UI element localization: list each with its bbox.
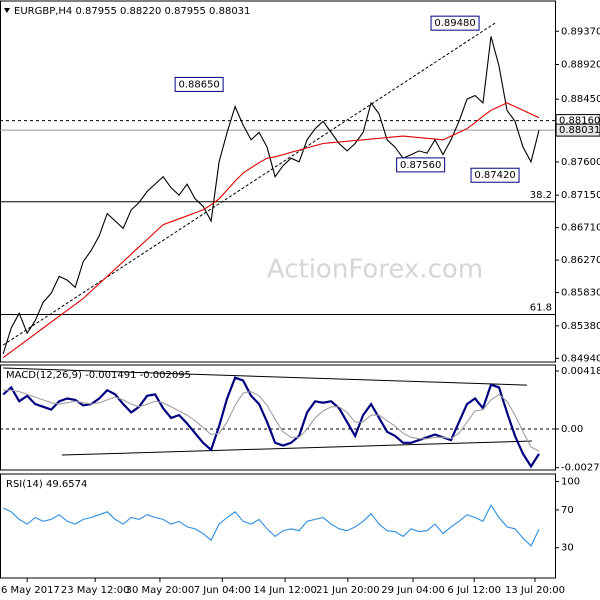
series-line [2, 504, 540, 547]
series-line [2, 376, 540, 469]
panel-title: EURGBP,H4 0.87955 0.88220 0.87955 0.8803… [14, 6, 250, 17]
x-tick-label: 16 May 2017 [0, 585, 60, 596]
series-line [3, 389, 540, 452]
x-tick-label: 6 Jul 12:00 [447, 585, 501, 596]
x-tick-label: 7 Jun 04:00 [194, 585, 251, 596]
y-tick-label: 0.89370 [561, 26, 600, 37]
annotation-label: 0.89480 [434, 18, 475, 29]
y-tick-label: 0.86270 [561, 255, 600, 266]
x-tick-label: 21 Jun 20:00 [316, 585, 380, 596]
x-tick-label: 29 Jun 04:00 [381, 585, 445, 596]
price-level-label: 0.88160 [559, 116, 600, 127]
annotation-box [470, 167, 520, 183]
y-tick-label: 0.86710 [561, 223, 600, 234]
fib-label: 38.2 [530, 190, 552, 201]
x-tick-label: 13 Jul 20:00 [505, 585, 565, 596]
price-level-box [555, 123, 600, 137]
panel-title: RSI(14) 49.6574 [6, 479, 87, 490]
y-tick-label: 0.88450 [561, 94, 600, 105]
annotation-box [430, 15, 480, 31]
panel-title: MACD(12,26,9) -0.001491 -0.002095 [6, 370, 191, 381]
fib-label: 61.8 [530, 302, 552, 313]
y-tick-label: 0.87150 [561, 190, 600, 201]
series-line [2, 102, 540, 359]
trend-line [2, 22, 496, 346]
annotation-label: 0.87560 [400, 160, 441, 171]
x-tick-label: 14 Jun 12:00 [253, 585, 317, 596]
y-tick-label: 100 [561, 477, 580, 488]
x-tick-label: 30 May 20:00 [126, 585, 195, 596]
x-tick-label: 23 May 12:00 [61, 585, 130, 596]
annotation-box [396, 157, 446, 173]
y-tick-label: 0.85380 [561, 321, 600, 332]
annotation-label: 0.87420 [474, 170, 515, 181]
y-tick-label: 0.85830 [561, 288, 600, 299]
y-tick-label: -0.002796 [561, 463, 600, 474]
watermark: ActionForex.com [267, 255, 483, 285]
y-tick-label: 0.87600 [561, 157, 600, 168]
price-level-label: 0.88031 [559, 125, 600, 136]
y-tick-label: 30 [561, 543, 574, 554]
trend-line [3, 367, 528, 386]
y-tick-label: 0.84940 [561, 353, 600, 364]
series-line [2, 36, 540, 355]
annotation-label: 0.88650 [178, 79, 219, 90]
annotation-box [174, 76, 224, 92]
menu-icon [4, 8, 10, 13]
y-tick-label: 0.88920 [561, 59, 600, 70]
trend-line [61, 440, 532, 456]
y-tick-label: 0.00 [561, 424, 583, 435]
y-tick-label: 0.004184 [561, 366, 600, 377]
y-tick-label: 70 [561, 505, 574, 516]
